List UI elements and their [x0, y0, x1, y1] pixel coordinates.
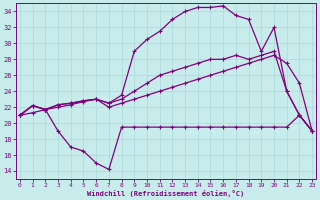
- X-axis label: Windchill (Refroidissement éolien,°C): Windchill (Refroidissement éolien,°C): [87, 190, 245, 197]
